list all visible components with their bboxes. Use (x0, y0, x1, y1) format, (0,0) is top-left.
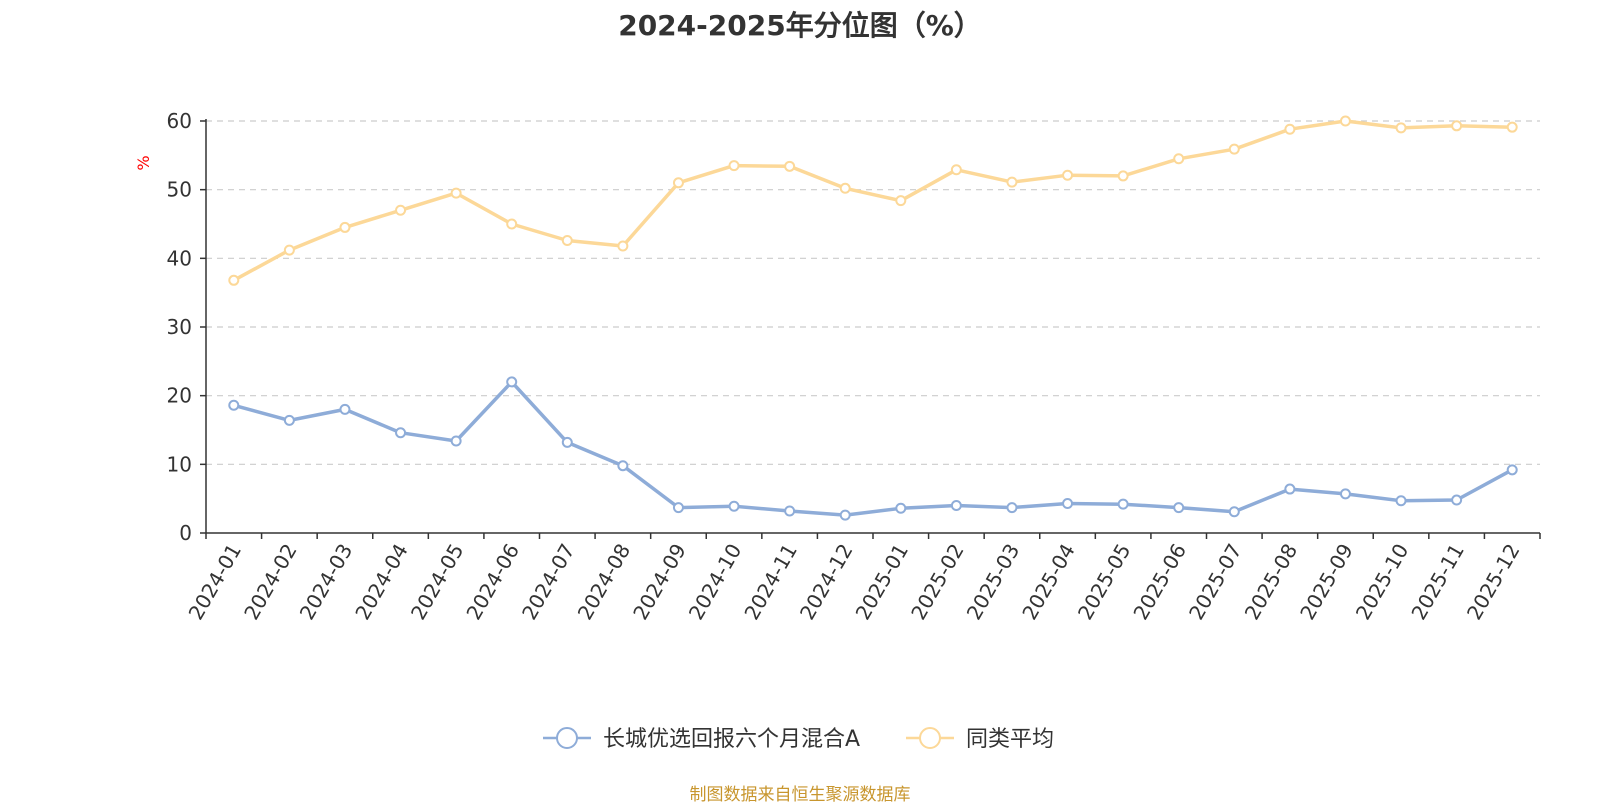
x-tick-label: 2025-12 (1462, 540, 1525, 624)
data-point-series-1[interactable] (950, 500, 962, 512)
legend-label: 长城优选回报六个月混合A (603, 727, 860, 752)
x-tick-label: 2024-09 (628, 540, 691, 624)
data-point-series-1[interactable] (339, 403, 351, 415)
x-tick-label: 2025-04 (1017, 540, 1080, 624)
data-point-series-1[interactable] (1339, 488, 1351, 500)
data-point-series-1[interactable] (895, 502, 907, 514)
legend-item-2[interactable]: 同类平均 (906, 727, 1054, 752)
series-lines (228, 115, 1518, 521)
y-tick-label: 20 (167, 384, 192, 408)
legend-swatch-marker (556, 727, 578, 749)
legend-item-1[interactable]: 长城优选回报六个月混合A (543, 727, 860, 752)
data-point-series-2[interactable] (1339, 115, 1351, 127)
data-source-note: 制图数据来自恒生聚源数据库 (689, 785, 911, 805)
x-tick-label: 2025-06 (1128, 540, 1191, 624)
legend[interactable]: 长城优选回报六个月混合A 同类平均 (543, 727, 1054, 752)
series-line-2 (232, 119, 1513, 282)
data-point-series-2[interactable] (784, 160, 796, 172)
data-point-series-2[interactable] (1173, 153, 1185, 165)
y-tick-label: 10 (167, 452, 192, 476)
data-point-series-1[interactable] (1395, 495, 1407, 507)
legend-label: 同类平均 (966, 727, 1054, 752)
data-point-series-1[interactable] (283, 414, 295, 426)
x-tick-label: 2024-12 (795, 540, 858, 624)
y-tick-label: 0 (179, 521, 192, 545)
x-tick-label: 2024-04 (350, 540, 413, 624)
data-point-series-1[interactable] (228, 399, 240, 411)
data-point-series-2[interactable] (1062, 169, 1074, 181)
x-tick-label: 2025-03 (962, 539, 1025, 623)
x-tick-label: 2025-11 (1406, 540, 1469, 624)
data-point-series-1[interactable] (1228, 506, 1240, 518)
data-point-series-1[interactable] (672, 502, 684, 514)
data-point-series-2[interactable] (450, 187, 462, 199)
data-point-series-2[interactable] (839, 182, 851, 194)
data-point-series-2[interactable] (339, 221, 351, 233)
data-point-series-1[interactable] (839, 509, 851, 521)
data-point-series-2[interactable] (561, 234, 573, 246)
data-point-series-1[interactable] (1117, 498, 1129, 510)
data-point-series-2[interactable] (728, 160, 740, 172)
x-tick-label: 2025-08 (1240, 540, 1303, 624)
y-tick-label: 60 (167, 109, 192, 133)
x-tick-label: 2024-02 (239, 540, 302, 624)
data-point-series-2[interactable] (895, 195, 907, 207)
data-point-series-2[interactable] (1395, 122, 1407, 134)
chart-title: 2024-2025年分位图（%） (618, 9, 982, 42)
x-tick-label: 2024-01 (184, 540, 247, 624)
data-point-series-1[interactable] (506, 376, 518, 388)
y-tick-label: 50 (167, 178, 192, 202)
x-tick-label: 2024-05 (406, 540, 469, 624)
x-tick-label: 2024-08 (573, 540, 636, 624)
series-line-1 (233, 380, 1514, 517)
x-tick-label: 2025-07 (1184, 540, 1247, 624)
data-point-series-2[interactable] (950, 164, 962, 176)
data-point-series-1[interactable] (1451, 494, 1463, 506)
data-point-series-2[interactable] (506, 218, 518, 230)
data-point-series-1[interactable] (1006, 502, 1018, 514)
data-point-series-2[interactable] (617, 240, 629, 252)
x-tick-label: 2024-10 (684, 540, 747, 624)
data-point-series-2[interactable] (1228, 143, 1240, 155)
y-tick-label: 30 (167, 315, 192, 339)
data-point-series-2[interactable] (1284, 123, 1296, 135)
x-tick-label: 2025-05 (1073, 540, 1136, 624)
data-point-series-1[interactable] (450, 435, 462, 447)
data-point-series-1[interactable] (561, 436, 573, 448)
data-point-series-1[interactable] (1284, 483, 1296, 495)
data-point-series-2[interactable] (672, 177, 684, 189)
data-point-series-2[interactable] (395, 204, 407, 216)
data-point-series-2[interactable] (228, 274, 240, 286)
data-point-series-1[interactable] (1506, 464, 1518, 476)
legend-swatch-marker (919, 727, 941, 749)
x-tick-label: 2024-06 (461, 540, 524, 624)
x-tick-label: 2024-11 (739, 540, 802, 624)
data-point-series-2[interactable] (1006, 176, 1018, 188)
data-point-series-1[interactable] (617, 460, 629, 472)
data-point-series-2[interactable] (1451, 120, 1463, 132)
data-point-series-2[interactable] (283, 244, 295, 256)
x-tick-label: 2025-02 (906, 540, 969, 624)
data-point-series-1[interactable] (395, 427, 407, 439)
x-tick-label: 2025-09 (1295, 540, 1358, 624)
data-point-series-1[interactable] (728, 500, 740, 512)
x-tick-label: 2025-01 (851, 540, 914, 624)
data-point-series-2[interactable] (1117, 170, 1129, 182)
data-point-series-1[interactable] (1173, 502, 1185, 514)
data-point-series-1[interactable] (1062, 497, 1074, 509)
grid-lines (206, 120, 1540, 465)
data-point-series-1[interactable] (784, 505, 796, 517)
x-tick-label: 2024-03 (295, 540, 358, 624)
y-tick-label: 40 (167, 246, 192, 270)
x-tick-label: 2024-07 (517, 540, 580, 624)
y-axis-label: % (134, 155, 153, 170)
data-point-series-2[interactable] (1506, 121, 1518, 133)
x-tick-label: 2025-10 (1351, 540, 1414, 624)
